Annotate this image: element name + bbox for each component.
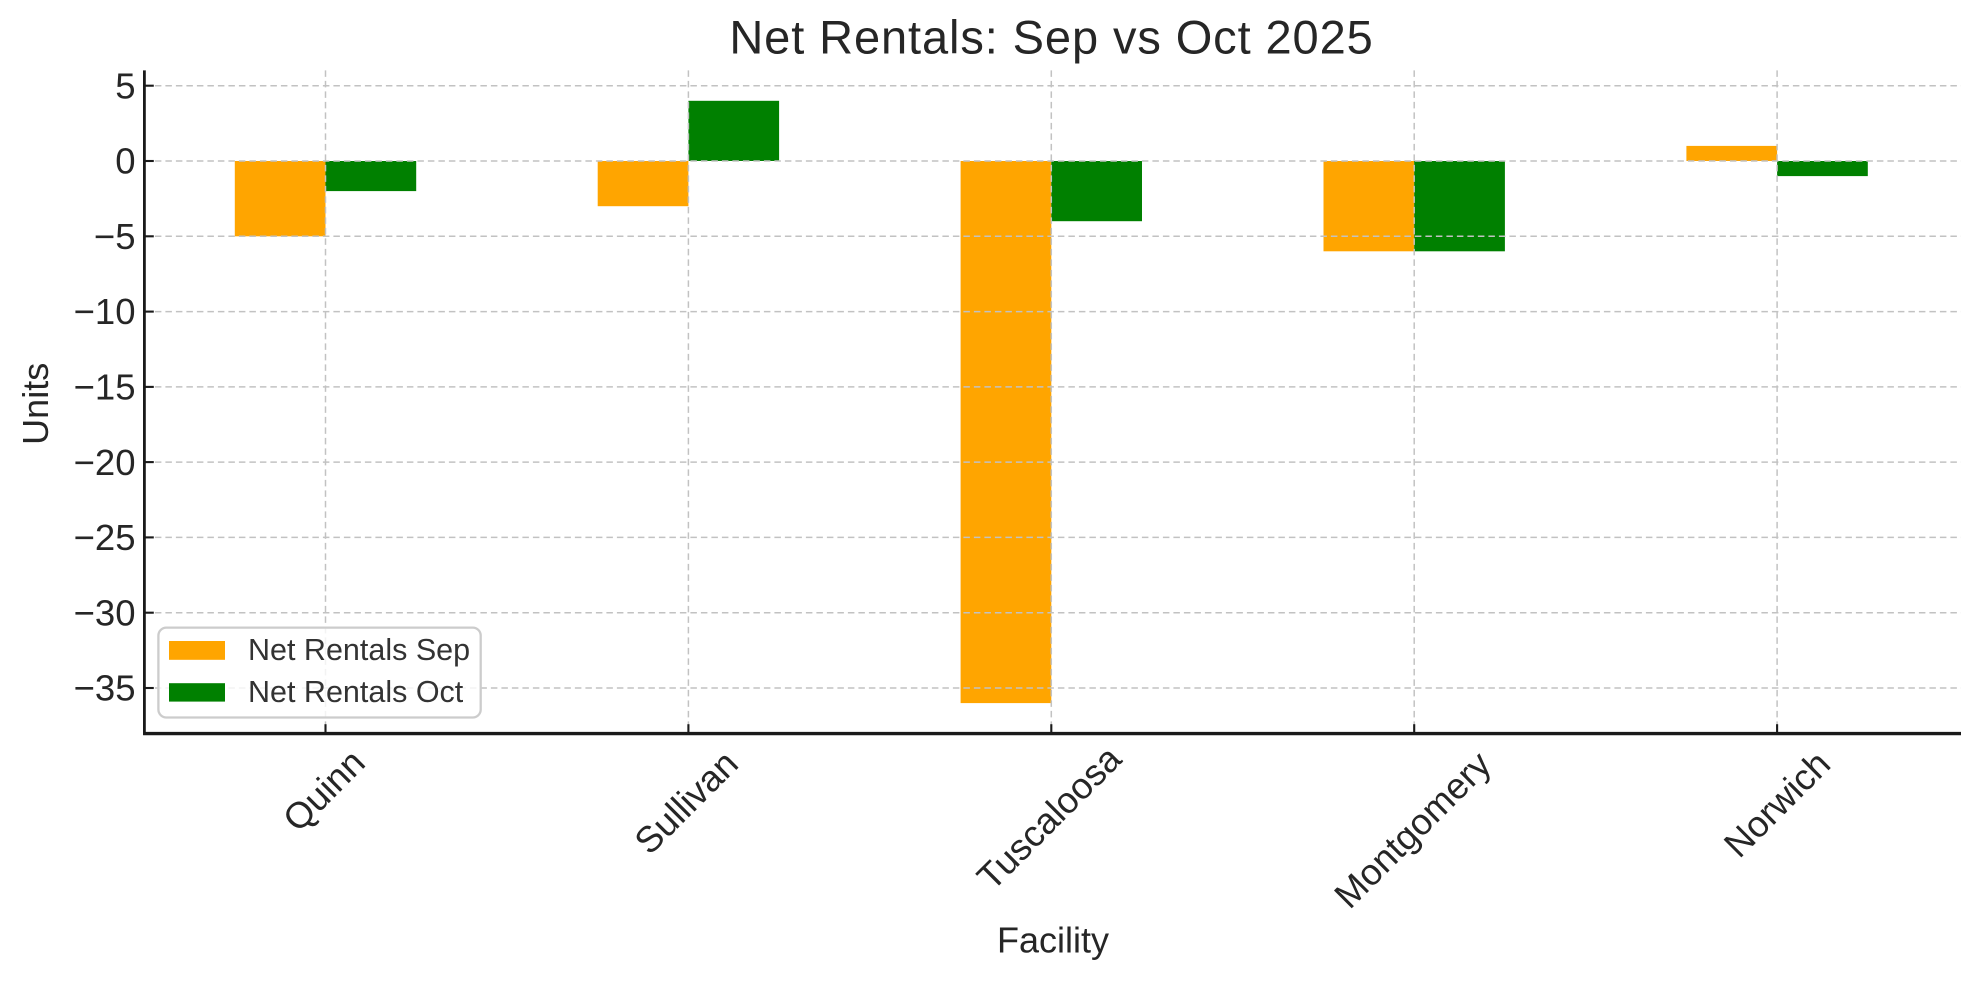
svg-text:−20: −20 <box>74 442 136 483</box>
svg-text:−35: −35 <box>74 668 136 709</box>
svg-text:Units: Units <box>15 363 56 445</box>
svg-text:−15: −15 <box>74 367 136 408</box>
svg-text:−10: −10 <box>74 291 136 332</box>
svg-text:Net Rentals Oct: Net Rentals Oct <box>248 675 464 709</box>
svg-text:5: 5 <box>115 65 135 106</box>
svg-text:Facility: Facility <box>997 920 1109 961</box>
svg-text:−25: −25 <box>74 517 136 558</box>
svg-text:Net Rentals: Sep vs Oct 2025: Net Rentals: Sep vs Oct 2025 <box>729 11 1373 64</box>
svg-text:Net Rentals Sep: Net Rentals Sep <box>248 633 470 667</box>
svg-text:−5: −5 <box>94 216 136 257</box>
svg-text:0: 0 <box>115 141 135 182</box>
svg-text:−30: −30 <box>74 592 136 633</box>
